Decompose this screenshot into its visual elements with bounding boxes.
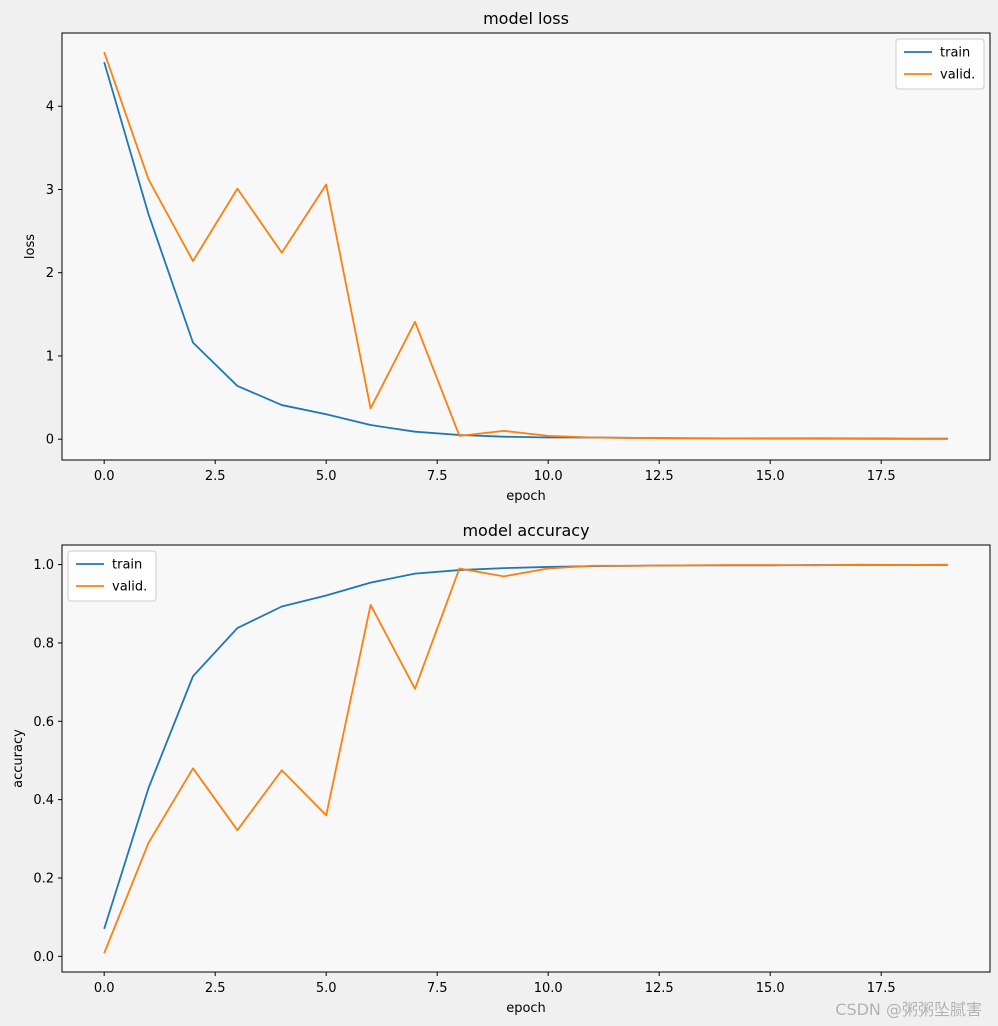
y-tick-label: 2: [46, 266, 54, 281]
legend-label: valid.: [112, 580, 147, 595]
chart-title: model loss: [483, 9, 569, 28]
x-tick-label: 5.0: [316, 981, 337, 996]
y-tick-label: 3: [46, 183, 54, 198]
legend: train valid.: [895, 38, 985, 90]
chart-1: 0.0 2.5 5.0 7.5 10.0 12.5 15.0 17.5 0 1 2 3 4 model l…: [23, 9, 991, 504]
x-axis-label: epoch: [506, 1001, 546, 1016]
chart-title: model accuracy: [462, 521, 589, 540]
x-axis-label: epoch: [506, 489, 546, 504]
y-tick-label: 0.0: [33, 950, 54, 965]
x-tick-label: 5.0: [316, 469, 337, 484]
x-tick-label: 7.5: [427, 469, 448, 484]
x-tick-label: 2.5: [205, 981, 226, 996]
plot-area: [62, 545, 990, 972]
axes-frame: [61, 544, 991, 973]
y-axis-label: loss: [23, 234, 38, 259]
x-tick-label: 10.0: [534, 981, 563, 996]
watermark-text: CSDN @粥粥坠腻害: [835, 1000, 982, 1019]
x-tick-label: 0.0: [94, 981, 115, 996]
series-line-valid: [103, 51, 948, 440]
x-tick-label: 7.5: [427, 981, 448, 996]
y-tick-label: 0.6: [33, 715, 54, 730]
y-tick-label: 1.0: [33, 558, 54, 573]
plot-area: [62, 33, 990, 460]
y-axis-label: accuracy: [11, 729, 26, 788]
x-tick-label: 17.5: [867, 469, 896, 484]
legend: train valid.: [67, 550, 157, 602]
x-tick-label: 12.5: [645, 981, 674, 996]
x-tick-label: 17.5: [867, 981, 896, 996]
x-tick-label: 10.0: [534, 469, 563, 484]
series-line-valid: [103, 563, 948, 954]
y-tick-label: 0: [46, 433, 54, 448]
chart-2: 0.0 2.5 5.0 7.5 10.0 12.5 15.0 17.5 0.0 0.2 0.4 0.6…: [11, 521, 991, 1016]
x-tick-label: 15.0: [756, 469, 785, 484]
legend-label: train: [112, 558, 142, 573]
x-tick-label: 12.5: [645, 469, 674, 484]
legend-label: train: [940, 46, 970, 61]
x-tick-label: 2.5: [205, 469, 226, 484]
y-tick-label: 0.2: [33, 871, 54, 886]
legend-label: valid.: [940, 68, 975, 83]
y-tick-label: 0.8: [33, 636, 54, 651]
x-tick-label: 15.0: [756, 981, 785, 996]
y-tick-label: 1: [46, 349, 54, 364]
y-tick-label: 0.4: [33, 793, 54, 808]
x-tick-label: 0.0: [94, 469, 115, 484]
y-tick-label: 4: [46, 100, 54, 115]
axes-frame: [61, 32, 991, 461]
